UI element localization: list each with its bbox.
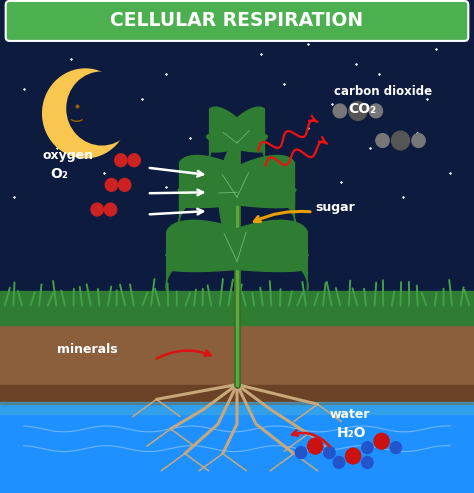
Bar (0, 291, 474, 325)
Polygon shape (219, 143, 238, 242)
Circle shape (346, 448, 361, 464)
Circle shape (128, 154, 140, 167)
Polygon shape (210, 107, 267, 177)
Circle shape (362, 442, 373, 454)
Circle shape (43, 69, 128, 158)
Circle shape (91, 203, 103, 216)
Circle shape (333, 104, 346, 118)
Bar (0, 0, 474, 306)
Circle shape (308, 438, 323, 454)
Bar (0, 402, 474, 414)
Circle shape (295, 447, 307, 458)
Circle shape (349, 102, 367, 120)
Polygon shape (180, 155, 296, 232)
FancyBboxPatch shape (6, 1, 468, 41)
Circle shape (324, 447, 335, 458)
Circle shape (374, 433, 389, 449)
Circle shape (67, 72, 137, 145)
Bar (0, 385, 474, 404)
Circle shape (369, 104, 383, 118)
Text: CO₂: CO₂ (348, 103, 376, 116)
Text: oxygen: oxygen (43, 149, 94, 162)
Text: CELLULAR RESPIRATION: CELLULAR RESPIRATION (110, 11, 364, 30)
Circle shape (115, 154, 127, 167)
Circle shape (362, 457, 373, 468)
Text: minerals: minerals (57, 343, 118, 355)
Circle shape (333, 457, 345, 468)
Polygon shape (178, 155, 294, 232)
Polygon shape (166, 220, 307, 291)
Text: H₂O: H₂O (337, 426, 366, 440)
Polygon shape (167, 220, 308, 291)
Circle shape (118, 178, 131, 191)
Text: sugar: sugar (315, 201, 355, 213)
Bar (0, 296, 474, 404)
Text: carbon dioxide: carbon dioxide (334, 85, 432, 98)
Circle shape (104, 203, 117, 216)
Circle shape (390, 442, 401, 454)
Text: water: water (329, 408, 370, 421)
Polygon shape (207, 107, 264, 177)
Text: O₂: O₂ (50, 167, 68, 180)
Circle shape (376, 134, 389, 147)
Bar (0, 404, 474, 493)
Circle shape (412, 134, 425, 147)
Circle shape (392, 131, 410, 150)
Circle shape (105, 178, 118, 191)
